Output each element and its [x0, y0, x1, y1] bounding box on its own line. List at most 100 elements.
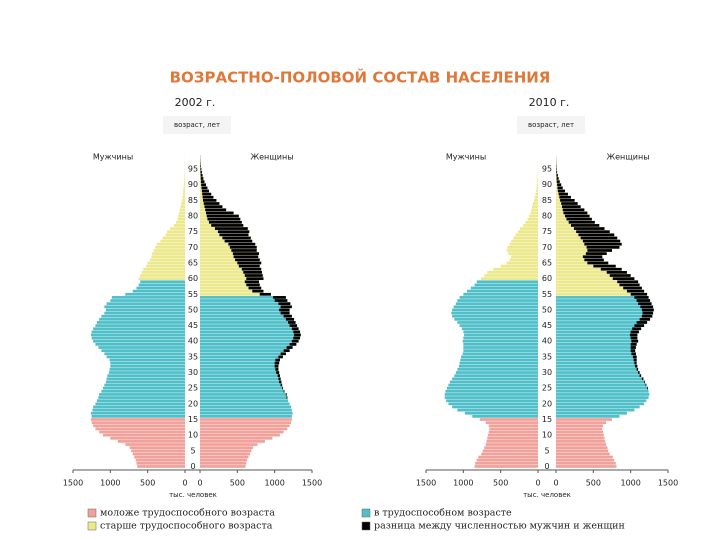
- bar-female: [200, 368, 279, 371]
- legend-label: старше трудоспособного возраста: [100, 521, 273, 532]
- bar-male: [511, 239, 538, 243]
- bar-male: [184, 180, 185, 183]
- y-tick-label: 25: [188, 384, 198, 393]
- bar-male: [134, 455, 185, 459]
- bar-male: [457, 368, 538, 371]
- bar-female: [556, 361, 637, 365]
- y-axis-label: возраст, лет: [528, 121, 574, 129]
- bar-difference: [630, 349, 636, 352]
- bar-female: [200, 252, 259, 255]
- bar-male: [95, 402, 185, 406]
- bar-difference: [566, 217, 592, 221]
- bar-male: [525, 220, 538, 224]
- legend-label: в трудоспособном возрасте: [374, 508, 512, 519]
- y-tick-label: 45: [542, 321, 552, 330]
- bar-difference: [204, 205, 223, 209]
- bar-male: [102, 433, 185, 437]
- bar-difference: [623, 286, 642, 290]
- bar-female: [556, 289, 645, 293]
- y-tick-label: 40: [542, 337, 552, 346]
- bar-male: [457, 321, 538, 324]
- legend-swatch: [87, 521, 97, 531]
- bar-difference: [200, 164, 201, 168]
- bar-female: [556, 465, 617, 468]
- bar-difference: [280, 352, 286, 356]
- bar-male: [105, 380, 185, 384]
- bar-male: [474, 283, 538, 287]
- bar-male: [182, 199, 185, 202]
- bar-male: [532, 202, 538, 205]
- bar-male: [452, 377, 538, 381]
- bar-female: [200, 333, 301, 337]
- y-tick-label: 40: [188, 337, 198, 346]
- y-tick-label: 45: [188, 321, 198, 330]
- bar-male: [454, 374, 538, 378]
- bar-female: [556, 408, 635, 412]
- bar-female: [200, 305, 292, 309]
- bar-male: [101, 349, 185, 352]
- bar-male: [476, 458, 538, 462]
- bar-male: [104, 352, 185, 356]
- bar-female: [556, 433, 604, 437]
- bar-female: [556, 427, 603, 431]
- bar-female: [200, 308, 290, 312]
- bar-male: [98, 396, 185, 399]
- bar-difference: [635, 364, 638, 368]
- bar-male: [452, 314, 538, 318]
- ylabel-box: [517, 116, 585, 134]
- bar-female: [200, 389, 285, 393]
- y-tick-label: 85: [188, 196, 198, 205]
- bar-female: [200, 449, 252, 453]
- bar-difference: [283, 349, 290, 352]
- x-tick-label: 500: [140, 479, 155, 488]
- bar-female: [200, 283, 260, 287]
- chart-title: 2010 г.: [529, 96, 570, 109]
- bar-female: [556, 330, 639, 334]
- bar-difference: [283, 389, 285, 393]
- bar-male: [481, 277, 538, 280]
- bar-male: [453, 305, 538, 309]
- bar-female: [200, 430, 284, 434]
- bar-male: [444, 393, 538, 396]
- bar-male: [125, 292, 185, 296]
- bar-difference: [201, 183, 206, 187]
- bar-difference: [202, 195, 214, 199]
- legend-label: моложе трудоспособного возраста: [100, 508, 275, 519]
- bar-male: [532, 205, 538, 209]
- bar-difference: [564, 214, 590, 218]
- bar-difference: [584, 242, 622, 246]
- bar-difference: [631, 339, 639, 343]
- bar-difference: [632, 355, 637, 359]
- bar-male: [104, 311, 185, 315]
- bar-male: [500, 264, 538, 268]
- bar-difference: [640, 305, 654, 309]
- bar-male: [111, 296, 185, 299]
- bar-female: [200, 311, 290, 315]
- bar-female: [200, 289, 264, 293]
- bar-female: [556, 249, 612, 252]
- bar-difference: [578, 233, 615, 237]
- bar-female: [556, 424, 604, 428]
- bar-female: [200, 261, 262, 265]
- bar-difference: [252, 289, 264, 293]
- bar-female: [200, 440, 265, 443]
- bar-difference: [584, 258, 604, 262]
- bar-difference: [286, 346, 293, 349]
- bar-difference: [217, 230, 250, 234]
- bar-difference: [617, 280, 639, 284]
- bar-male: [487, 271, 538, 274]
- bar-male: [488, 424, 538, 428]
- bar-difference: [244, 280, 259, 284]
- bar-difference: [644, 380, 645, 384]
- bar-female: [556, 286, 642, 290]
- bar-male: [149, 258, 185, 262]
- y-tick-label: 65: [188, 258, 198, 267]
- y-tick-label: 0: [544, 462, 549, 471]
- bar-male: [110, 364, 185, 368]
- bar-female: [200, 383, 283, 387]
- bar-male: [537, 177, 538, 180]
- bar-difference: [208, 220, 242, 224]
- bar-difference: [202, 192, 212, 196]
- bar-difference: [200, 170, 202, 174]
